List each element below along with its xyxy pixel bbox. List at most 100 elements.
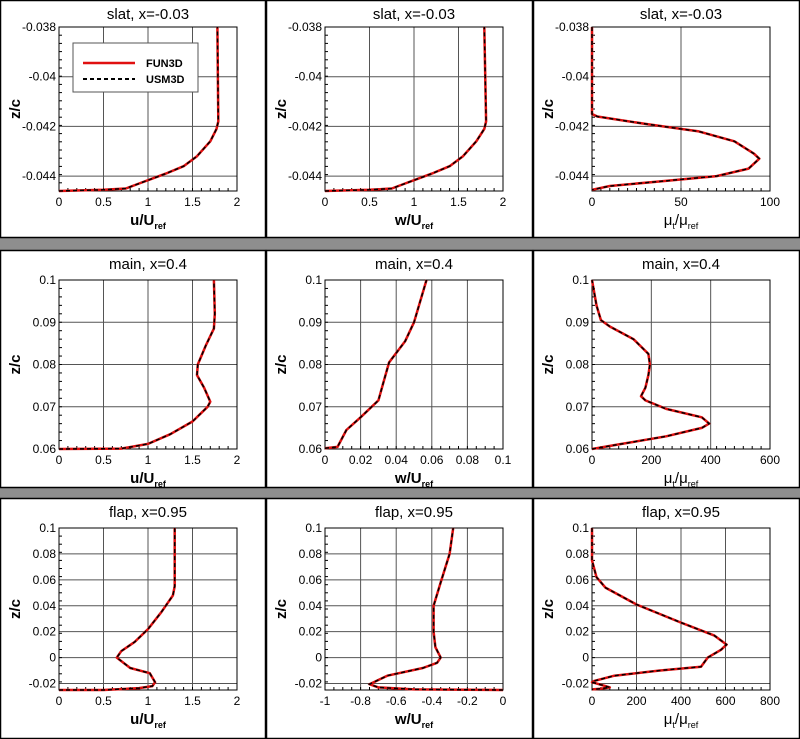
- x-axis-label-subscript: ref: [422, 479, 435, 489]
- y-tick-label: 0.06: [299, 573, 323, 587]
- x-axis-label-subscript: ref: [154, 221, 167, 231]
- panel-frame: [0, 0, 267, 239]
- y-tick-label: 0.06: [33, 573, 57, 587]
- x-axis-label-part: /μ: [675, 711, 688, 728]
- y-tick-label: -0.04: [295, 70, 323, 84]
- y-axis-label: z/c: [7, 599, 24, 619]
- x-tick-label: 1: [411, 195, 418, 209]
- y-tick-label: 0: [49, 651, 56, 665]
- y-tick-label: 0.06: [299, 442, 323, 456]
- x-tick-label: -0.6: [386, 694, 407, 708]
- x-axis-label-part: w/U: [394, 212, 422, 229]
- legend-label: USM3D: [146, 74, 185, 86]
- x-axis-label-subscript: ref: [688, 720, 699, 730]
- y-tick-label: -0.04: [29, 70, 57, 84]
- chart-panel: slat, x=-0.03 0 50 100 -0.044 -0.042 -0.04 -0.0…: [532, 0, 800, 239]
- y-tick-label: -0.02: [295, 677, 323, 691]
- x-tick-label: 0.5: [95, 453, 112, 467]
- y-axis-label: z/c: [540, 99, 557, 119]
- x-axis-label-subscript: t: [672, 720, 675, 730]
- series-usm3d-line: [58, 26, 220, 192]
- x-axis-label-part: w/U: [394, 711, 422, 728]
- x-tick-label: -0.8: [350, 694, 371, 708]
- x-tick-label: 0.5: [95, 195, 112, 209]
- panel-frame: [532, 249, 800, 489]
- x-axis-label-part: /μ: [675, 212, 688, 229]
- x-tick-label: 400: [701, 453, 721, 467]
- chart-title: main, x=0.4: [642, 256, 720, 273]
- x-tick-label: 1.5: [184, 694, 201, 708]
- x-tick-label: 50: [674, 195, 688, 209]
- x-axis-label: w/Uref: [394, 212, 434, 231]
- y-tick-label: -0.038: [22, 20, 56, 34]
- y-tick-label: 0.07: [33, 400, 57, 414]
- series-usm3d-line: [324, 279, 428, 449]
- y-tick-label: -0.038: [555, 20, 589, 34]
- chart-title: slat, x=-0.03: [640, 6, 722, 23]
- x-axis-label-part: μ: [664, 470, 673, 487]
- x-axis-label-subscript: ref: [422, 720, 435, 730]
- chart-title: main, x=0.4: [375, 256, 453, 273]
- x-tick-label: 0.02: [349, 453, 373, 467]
- x-tick-label: 2: [234, 453, 241, 467]
- chart-panel: main, x=0.4 0 0.5 1 1.5 2 0.06 0.07 0.08 0.09 0.1 u…: [0, 249, 267, 489]
- panel-frame: [0, 497, 267, 739]
- x-tick-label: 1.5: [184, 195, 201, 209]
- panel-frame: [532, 497, 800, 739]
- x-axis-label: u/Uref: [130, 470, 167, 489]
- y-tick-label: 0.08: [33, 547, 57, 561]
- y-tick-label: -0.042: [555, 119, 589, 133]
- x-tick-label: 2: [234, 195, 241, 209]
- y-tick-label: -0.044: [555, 169, 589, 183]
- x-tick-label: 0: [500, 694, 507, 708]
- chart-title: slat, x=-0.03: [373, 6, 455, 23]
- chart-title: flap, x=0.95: [109, 504, 187, 521]
- x-tick-label: 0.5: [361, 195, 378, 209]
- panel-frame: [265, 497, 534, 739]
- x-tick-label: 0: [589, 694, 596, 708]
- series-usm3d-line: [59, 528, 176, 691]
- y-tick-label: 0.07: [299, 400, 323, 414]
- chart-title: main, x=0.4: [109, 256, 187, 273]
- y-tick-label: -0.02: [562, 677, 590, 691]
- y-tick-label: 0.08: [566, 547, 590, 561]
- y-tick-label: 0.06: [566, 442, 590, 456]
- y-tick-label: 0.1: [572, 273, 589, 287]
- y-tick-label: 0.02: [299, 625, 323, 639]
- x-axis-label: u/Uref: [130, 711, 167, 730]
- x-tick-label: 400: [671, 694, 691, 708]
- y-tick-label: 0.02: [33, 625, 57, 639]
- chart-panel: flap, x=0.95 0 0.5 1 1.5 2 -0.02 0 0.02 0.04 0.06 0…: [0, 497, 267, 739]
- series-usm3d-line: [58, 279, 216, 450]
- panel-frame: [0, 249, 267, 489]
- chart-panel: flap, x=0.95 0 200 400 600 800 -0.02 0 0.02 0.04 0…: [532, 497, 800, 739]
- panel-frame: [265, 249, 534, 489]
- x-axis-label-part: u/U: [130, 470, 154, 487]
- x-axis-label: w/Uref: [394, 711, 434, 730]
- x-axis-label-part: u/U: [130, 212, 154, 229]
- y-tick-label: -0.04: [562, 70, 590, 84]
- y-axis-label: z/c: [7, 99, 24, 119]
- x-tick-label: 2: [234, 694, 241, 708]
- x-axis-label-subscript: ref: [154, 720, 167, 730]
- y-tick-label: 0.04: [299, 599, 323, 613]
- chart-title: slat, x=-0.03: [107, 6, 189, 23]
- y-axis-label: z/c: [273, 99, 290, 119]
- y-tick-label: 0.08: [33, 358, 57, 372]
- series-usm3d-line: [590, 528, 728, 691]
- y-tick-label: -0.044: [22, 169, 56, 183]
- x-axis-label: μt/μref: [664, 470, 699, 489]
- y-tick-label: 0.1: [572, 521, 589, 535]
- x-tick-label: 1.5: [184, 453, 201, 467]
- series-usm3d-line: [591, 27, 761, 191]
- y-tick-label: 0.04: [566, 599, 590, 613]
- y-tick-label: 0.09: [566, 315, 590, 329]
- x-axis-label-subscript: ref: [154, 479, 167, 489]
- x-axis-label-subscript: ref: [422, 221, 435, 231]
- x-tick-label: 0: [56, 694, 63, 708]
- y-axis-label: z/c: [273, 599, 290, 619]
- y-tick-label: 0.1: [305, 273, 322, 287]
- x-axis-label-subscript: t: [672, 221, 675, 231]
- legend-box: [72, 42, 199, 93]
